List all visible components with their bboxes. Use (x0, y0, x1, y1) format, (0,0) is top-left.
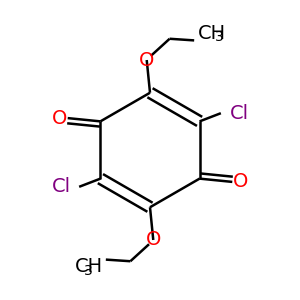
Text: 3: 3 (215, 30, 224, 44)
Text: O: O (139, 50, 154, 70)
Text: Cl: Cl (52, 177, 71, 196)
Text: Cl: Cl (230, 104, 249, 123)
Text: CH: CH (74, 257, 103, 276)
Text: CH: CH (197, 24, 226, 43)
Text: O: O (233, 172, 248, 191)
Text: O: O (146, 230, 161, 250)
Text: 3: 3 (84, 264, 93, 278)
Text: O: O (52, 109, 67, 128)
